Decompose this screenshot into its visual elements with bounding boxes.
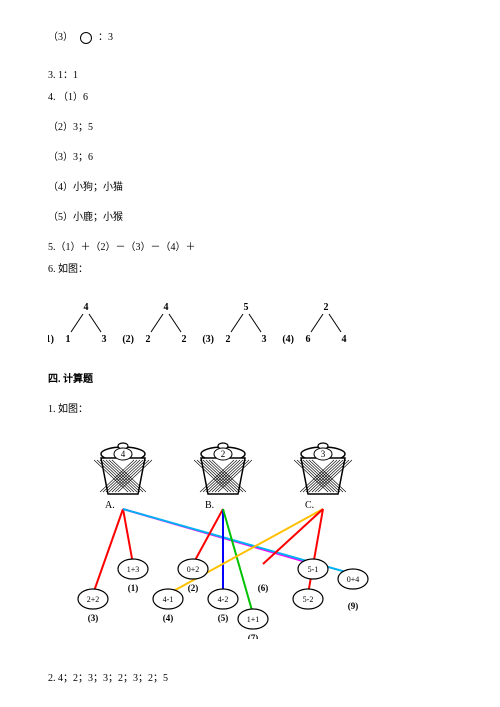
svg-text:2: 2 bbox=[221, 449, 226, 459]
svg-text:(3): (3) bbox=[202, 334, 214, 345]
svg-text:(3): (3) bbox=[88, 613, 99, 623]
q4-1: （1）6 bbox=[58, 92, 88, 103]
q6: 6. 如图： bbox=[48, 262, 452, 278]
svg-text:2: 2 bbox=[146, 334, 151, 345]
svg-text:3: 3 bbox=[321, 449, 326, 459]
svg-text:1+3: 1+3 bbox=[127, 565, 140, 574]
q4-label: 4. bbox=[48, 92, 56, 103]
svg-text:(7): (7) bbox=[248, 633, 259, 639]
after: ：3 bbox=[98, 32, 113, 43]
svg-text:(1): (1) bbox=[48, 334, 54, 345]
svg-text:2+2: 2+2 bbox=[87, 595, 100, 604]
q4-2: （2）3；5 bbox=[48, 120, 452, 136]
svg-text:B.: B. bbox=[205, 500, 214, 511]
svg-text:3: 3 bbox=[102, 334, 107, 345]
svg-text:0+2: 0+2 bbox=[187, 565, 200, 574]
calc2: 2. 4；2；3；3；2；3；2；5 bbox=[48, 671, 452, 687]
q2-3: （3） ：3 bbox=[48, 30, 452, 46]
svg-text:1+1: 1+1 bbox=[247, 615, 260, 624]
q4-3: （3）3；6 bbox=[48, 150, 452, 166]
svg-text:(1): (1) bbox=[128, 583, 139, 593]
svg-text:2: 2 bbox=[226, 334, 231, 345]
svg-text:4: 4 bbox=[121, 449, 126, 459]
svg-text:2: 2 bbox=[182, 334, 187, 345]
svg-text:5-2: 5-2 bbox=[303, 595, 314, 604]
svg-text:(4): (4) bbox=[282, 334, 294, 345]
q4-4: （4）小狗；小猫 bbox=[48, 180, 452, 196]
svg-text:4: 4 bbox=[342, 334, 347, 345]
svg-text:(2): (2) bbox=[122, 334, 134, 345]
svg-text:(6): (6) bbox=[258, 583, 269, 593]
calc1-label: 1. 如图： bbox=[48, 402, 452, 418]
q4-5: （5）小鹿；小猴 bbox=[48, 210, 452, 226]
svg-text:(9): (9) bbox=[348, 601, 359, 611]
svg-text:(5): (5) bbox=[218, 613, 229, 623]
svg-text:1: 1 bbox=[66, 334, 71, 345]
q5: 5.（1）＋（2）－（3）－（4）＋ bbox=[48, 240, 452, 256]
svg-text:4: 4 bbox=[164, 302, 169, 313]
svg-text:C.: C. bbox=[305, 500, 314, 511]
svg-text:4: 4 bbox=[84, 302, 89, 313]
section4-title: 四. 计算题 bbox=[48, 372, 452, 388]
svg-text:5-1: 5-1 bbox=[308, 565, 319, 574]
svg-text:A.: A. bbox=[105, 500, 115, 511]
svg-text:2: 2 bbox=[324, 302, 329, 313]
svg-text:4-2: 4-2 bbox=[218, 595, 229, 604]
q3: 3. 1：1 bbox=[48, 68, 452, 84]
splits-figure: 4 1 3 (1) 4 2 2 (2) 5 2 3 (3) 2 6 4 (4) bbox=[48, 298, 452, 354]
label: （3） bbox=[48, 32, 73, 43]
calc1-figure: 4 A. 2 B. 3 C. 2+2 (3) 1+3 (1) 4-1 (4) 0+2 (2) 4-2 (5) (… bbox=[48, 424, 452, 645]
circle-icon bbox=[80, 32, 92, 44]
svg-text:4-1: 4-1 bbox=[163, 595, 174, 604]
svg-text:6: 6 bbox=[306, 334, 311, 345]
svg-text:5: 5 bbox=[244, 302, 249, 313]
svg-text:(4): (4) bbox=[163, 613, 174, 623]
svg-text:3: 3 bbox=[262, 334, 267, 345]
q4: 4. （1）6 bbox=[48, 90, 452, 106]
svg-text:0+4: 0+4 bbox=[347, 575, 360, 584]
svg-text:(2): (2) bbox=[188, 583, 199, 593]
